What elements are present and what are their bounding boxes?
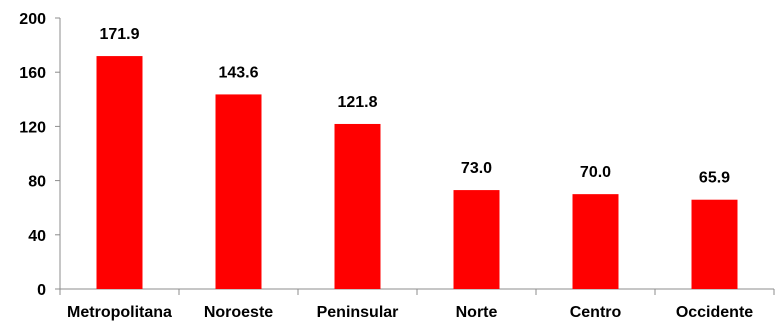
data-label: 70.0 <box>580 164 611 181</box>
x-tick-label: Norte <box>456 304 498 321</box>
y-tick-label: 0 <box>37 282 46 299</box>
y-tick-label: 200 <box>19 11 46 28</box>
x-tick-label: Noroeste <box>204 304 273 321</box>
bars <box>96 56 738 289</box>
bar <box>691 199 738 289</box>
bar <box>215 94 262 289</box>
data-label: 143.6 <box>218 64 258 81</box>
bar <box>453 190 500 289</box>
x-tick-label: Centro <box>570 304 622 321</box>
y-tick-label: 120 <box>19 119 46 136</box>
x-tick-label: Peninsular <box>317 304 399 321</box>
data-label: 121.8 <box>337 94 377 111</box>
axes: 0 40 80 120 160 200 <box>19 11 775 299</box>
data-label: 73.0 <box>461 160 492 177</box>
y-tick-label: 40 <box>28 228 46 245</box>
x-tick-label: Metropolitana <box>67 304 172 321</box>
bar <box>96 56 143 289</box>
data-label: 171.9 <box>99 26 139 43</box>
x-tick-label: Occidente <box>676 304 753 321</box>
labels: 171.9 Metropolitana 143.6 Noroeste 121.8 Peni… <box>67 26 753 321</box>
y-tick-label: 160 <box>19 65 46 82</box>
bar <box>334 123 381 289</box>
data-label: 65.9 <box>699 170 730 187</box>
bar <box>572 194 619 289</box>
y-tick-label: 80 <box>28 174 46 191</box>
